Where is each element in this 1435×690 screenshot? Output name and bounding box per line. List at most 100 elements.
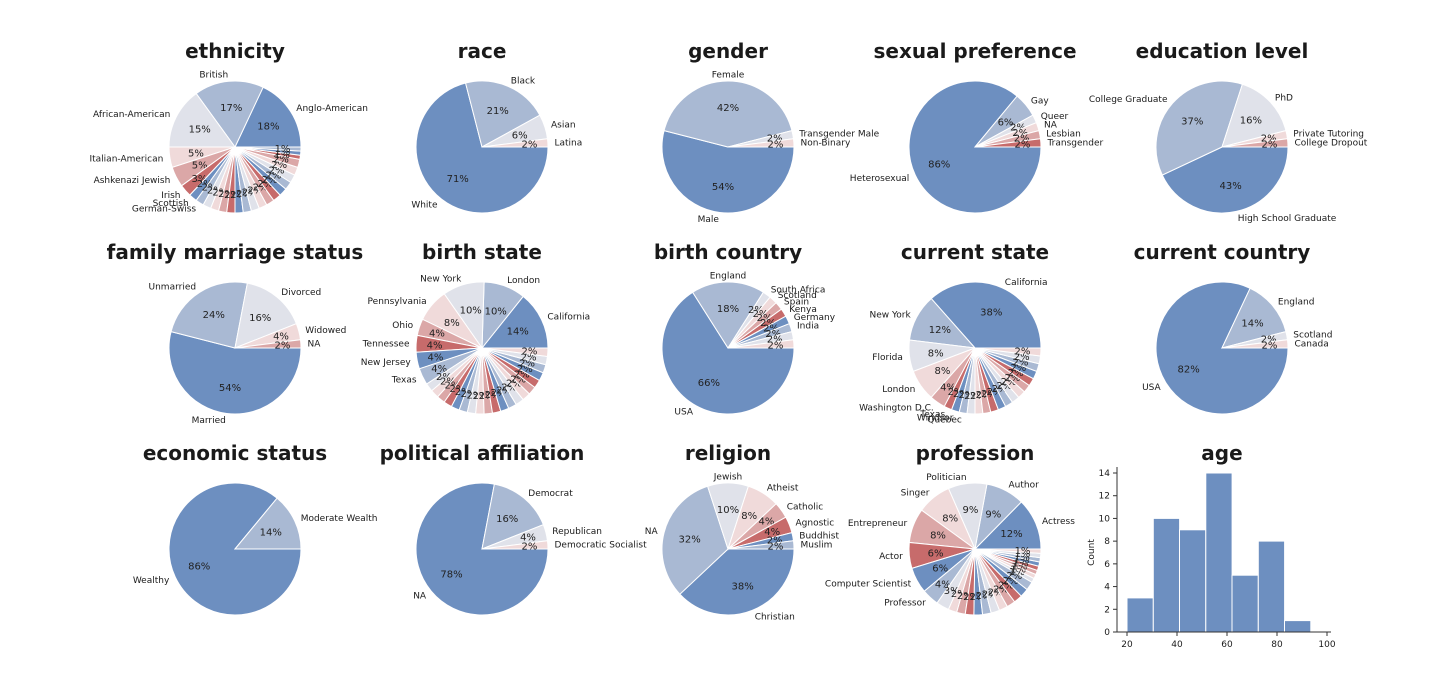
pie-category-label: Pennsylvania: [368, 297, 427, 307]
pie-category-label: Canada: [1295, 339, 1329, 349]
pie-category-label: German-Swiss: [132, 204, 197, 214]
pie-pct-label: 2%: [1010, 363, 1026, 374]
pie-category-label: London: [507, 276, 540, 286]
chart-title-education-level: education level: [1136, 39, 1309, 63]
pie-pct-label: 6%: [998, 117, 1014, 128]
pie-pct-label: 2%: [1261, 140, 1277, 151]
pie-pct-label: 8%: [741, 511, 757, 522]
pie-slice-african-american: [168, 92, 236, 148]
pie-pct-label: 2%: [964, 391, 980, 402]
pie-category-label: College Dropout: [1295, 138, 1368, 148]
histogram-bar: [1231, 574, 1259, 633]
pie-pct-label: 4%: [431, 364, 447, 375]
pie-category-label: High School Graduate: [1238, 214, 1337, 224]
pie-pct-label: 2%: [982, 590, 998, 601]
pie-pct-label: 2%: [996, 381, 1012, 392]
pie-pct-label: 2%: [976, 390, 992, 401]
pie-pct-label: 2%: [521, 347, 537, 358]
pie-category-label: Christian: [755, 613, 795, 623]
pie-pct-label: 2%: [265, 170, 281, 181]
pie-category-label: Unmarried: [149, 283, 197, 293]
pie-category-label: Author: [1009, 481, 1040, 491]
pie-category-label: College Graduate: [1089, 95, 1168, 105]
pie-category-label: Republican: [552, 527, 602, 537]
pie-pct-label: 1%: [1015, 546, 1031, 557]
pie-pct-label: 2%: [212, 188, 228, 199]
pie-pct-label: 8%: [934, 366, 950, 377]
pie-slice-england: [1221, 287, 1287, 349]
pie-chart-political-affiliation: political affiliation 78% NA 16% Democrat 4% R…: [380, 441, 647, 616]
histogram-bar: [1257, 540, 1286, 633]
pie-pct-label: 2%: [479, 391, 495, 402]
pie-pct-label: 2%: [253, 183, 269, 194]
pie-pct-label: 2%: [262, 175, 278, 186]
pie-pct-label: 14%: [1241, 318, 1263, 329]
pie-pct-label: 2%: [753, 309, 769, 320]
chart-title-birth-country: birth country: [654, 240, 802, 264]
pie-pct-label: 24%: [203, 310, 225, 321]
pie-pct-label: 2%: [510, 374, 526, 385]
pie-pct-label: 8%: [930, 530, 946, 541]
pie-slice-female: [663, 80, 793, 148]
pie-category-label: Texas: [391, 376, 417, 386]
pie-category-label: Black: [511, 76, 536, 86]
pie-pct-label: 15%: [189, 125, 211, 136]
pie-category-label: Italian-American: [89, 154, 163, 164]
pie-pct-label: 4%: [758, 517, 774, 528]
pie-pct-label: 1%: [274, 150, 290, 161]
pie-pct-label: 2%: [1003, 576, 1019, 587]
pie-pct-label: 2%: [506, 379, 522, 390]
pie-pct-label: 2%: [440, 377, 456, 388]
pie-category-label: Male: [698, 215, 720, 225]
pie-category-label: Divorced: [281, 288, 321, 298]
pie-pct-label: 2%: [1014, 134, 1030, 145]
pie-slice-item-26: [234, 146, 302, 152]
pie-slice-college-dropout: [1221, 138, 1289, 148]
pie-pct-label: 2%: [1014, 140, 1030, 151]
pie-pct-label: 2%: [767, 341, 783, 352]
pie-slice-california: [480, 295, 549, 349]
pie-pct-label: 2%: [257, 179, 273, 190]
pie-category-label: Transgender: [1047, 138, 1104, 148]
pie-pct-label: 32%: [678, 535, 700, 546]
pie-pct-label: 2%: [748, 305, 764, 316]
pie-pct-label: 2%: [473, 391, 489, 402]
pie-category-label: Moderate Wealth: [301, 514, 378, 524]
chart-title-religion: religion: [685, 441, 771, 465]
pie-slice-phd: [1221, 83, 1287, 148]
pie-category-label: Washington D.C.: [859, 404, 934, 414]
histogram-bar: [1205, 472, 1233, 633]
pie-pct-label: 18%: [717, 304, 739, 315]
pie-category-label: Texas: [919, 410, 945, 420]
pie-chart-race: race 71% White 21% Black 6% Asian 2% Latina: [411, 39, 582, 214]
pie-category-label: Buddhist: [799, 531, 839, 541]
pie-pct-label: 2%: [1261, 134, 1277, 145]
x-tick-label: 20: [1121, 640, 1133, 650]
histogram-age: age 0 2 4 6 8 10 12 14 20 40 60 80 100 Count: [1087, 441, 1336, 650]
pie-slice-college-graduate: [1155, 80, 1244, 176]
pie-slice-na: [234, 339, 302, 349]
pie-pct-label: 6%: [932, 563, 948, 574]
pie-slice-transgender: [974, 138, 1042, 148]
pie-slice-item-22: [974, 347, 1042, 357]
pie-category-label: Germany: [794, 313, 836, 323]
pie-pct-label: 4%: [273, 332, 289, 343]
pie-pct-label: 2%: [274, 341, 290, 352]
pie-category-label: Atheist: [767, 484, 799, 494]
pie-slice-moderate-wealth: [233, 497, 302, 550]
pie-pct-label: 10%: [460, 306, 482, 317]
pie-category-label: India: [797, 322, 819, 332]
pie-pct-label: 2%: [958, 390, 974, 401]
pie-pct-label: 54%: [712, 182, 734, 193]
pie-category-label: NA: [645, 527, 659, 537]
pie-category-label: Catholic: [787, 502, 824, 512]
pie-slice-non-binary: [727, 138, 795, 148]
pie-pct-label: 4%: [427, 341, 443, 352]
pie-pct-label: 2%: [273, 154, 289, 165]
pie-chart-gender: gender 54% Male 42% Female 2% Transgender Male…: [661, 39, 880, 225]
pie-category-label: Jewish: [713, 472, 742, 482]
pie-slice-item-28: [481, 347, 549, 357]
pie-pct-label: 2%: [514, 369, 530, 380]
pie-pct-label: 2%: [1014, 352, 1030, 363]
